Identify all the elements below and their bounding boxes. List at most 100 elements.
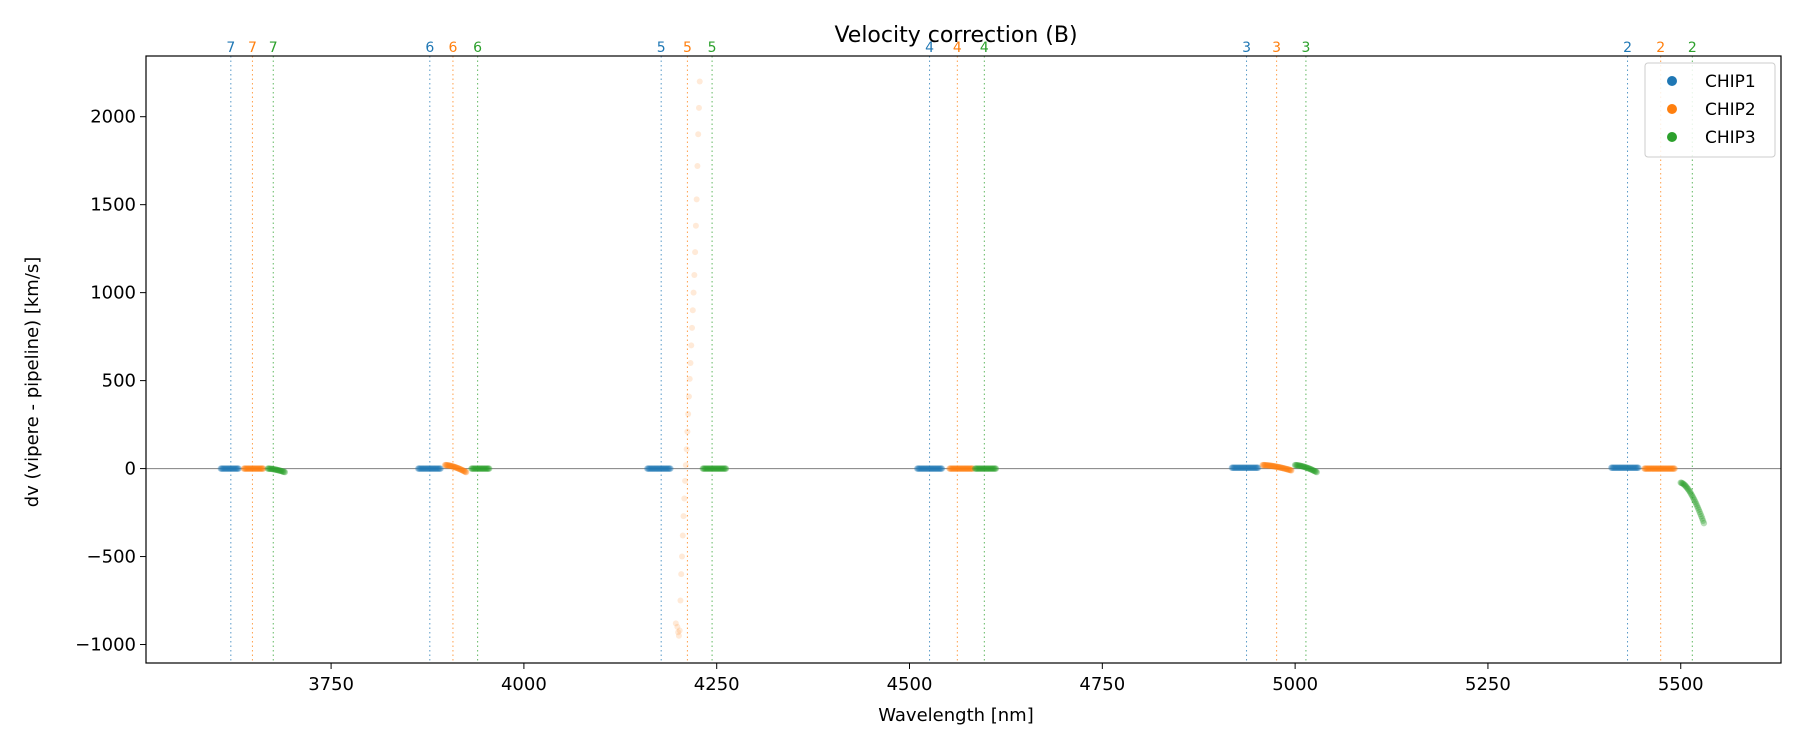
data-point xyxy=(455,465,462,472)
data-point xyxy=(1310,467,1318,475)
data-point xyxy=(964,465,971,472)
data-point xyxy=(1649,465,1656,472)
data-point xyxy=(447,462,454,470)
data-point xyxy=(687,360,694,367)
data-point xyxy=(1653,465,1660,472)
data-point xyxy=(1682,483,1690,490)
data-point xyxy=(276,467,283,474)
data-point xyxy=(432,465,439,472)
data-point xyxy=(682,462,689,469)
data-point xyxy=(1623,464,1630,471)
order-marker-label: 6 xyxy=(473,40,482,56)
order-marker-label: 6 xyxy=(425,40,434,56)
data-point xyxy=(442,461,449,469)
data-point xyxy=(718,465,725,472)
data-point xyxy=(973,465,981,472)
data-point xyxy=(273,466,281,474)
data-point xyxy=(1271,463,1279,470)
data-point xyxy=(1666,465,1673,472)
order-marker-label: 3 xyxy=(1272,40,1281,56)
data-point xyxy=(481,465,489,472)
data-point xyxy=(980,465,987,472)
data-point xyxy=(919,465,927,472)
data-point xyxy=(990,465,998,472)
legend-marker xyxy=(1667,76,1677,86)
data-point xyxy=(1294,462,1301,469)
data-point xyxy=(1619,464,1627,471)
data-point xyxy=(921,465,929,472)
data-point xyxy=(1628,464,1635,471)
data-point xyxy=(1231,464,1238,471)
order-marker-label: 6 xyxy=(448,40,457,56)
data-point xyxy=(1614,464,1621,471)
data-point xyxy=(716,465,724,472)
data-point xyxy=(1278,464,1285,472)
data-point xyxy=(695,104,702,111)
legend-label: CHIP2 xyxy=(1705,100,1756,120)
data-point xyxy=(452,464,459,471)
data-point xyxy=(235,465,242,472)
data-point xyxy=(249,465,256,472)
order-marker-label: 5 xyxy=(683,40,692,56)
data-point xyxy=(1659,465,1666,472)
data-point xyxy=(1618,464,1625,471)
data-point xyxy=(248,465,255,472)
data-point xyxy=(1253,464,1260,471)
data-point xyxy=(1662,465,1670,472)
data-point xyxy=(1677,479,1684,486)
data-point xyxy=(692,222,699,229)
data-point xyxy=(711,465,719,472)
data-point xyxy=(1661,465,1669,472)
data-point xyxy=(253,465,260,472)
data-point xyxy=(917,465,924,472)
data-point xyxy=(937,465,945,472)
y-tick-label: −500 xyxy=(87,547,136,568)
data-point xyxy=(1286,466,1293,474)
data-point xyxy=(1693,502,1701,509)
x-tick-label: 4750 xyxy=(1079,674,1125,695)
data-point xyxy=(1283,465,1291,473)
data-point xyxy=(714,465,721,472)
data-point xyxy=(1308,466,1315,473)
data-point xyxy=(950,465,958,472)
data-point xyxy=(1240,464,1247,471)
data-point xyxy=(471,465,479,472)
data-point xyxy=(1652,465,1659,472)
x-tick-label: 5500 xyxy=(1658,674,1704,695)
data-point xyxy=(715,465,723,472)
data-point xyxy=(656,465,663,472)
data-point xyxy=(1629,464,1636,471)
data-point xyxy=(1608,464,1615,471)
data-point xyxy=(1692,498,1699,506)
data-point xyxy=(1612,464,1619,471)
data-point xyxy=(678,571,685,578)
data-point xyxy=(972,465,980,472)
data-point xyxy=(1698,515,1706,522)
data-point xyxy=(919,465,926,472)
data-point xyxy=(254,465,261,472)
data-point xyxy=(1668,465,1676,472)
data-point xyxy=(1282,465,1290,473)
data-point xyxy=(1297,462,1304,469)
data-point xyxy=(1269,462,1277,470)
data-point xyxy=(448,463,456,470)
order-marker-label: 7 xyxy=(248,40,257,56)
data-point xyxy=(426,465,433,472)
data-point xyxy=(1621,464,1629,471)
data-point xyxy=(255,465,263,472)
data-point xyxy=(1245,464,1253,471)
data-point xyxy=(1234,464,1242,471)
data-point xyxy=(1692,500,1700,508)
order-marker-label: 5 xyxy=(708,40,717,56)
data-point xyxy=(660,465,667,472)
data-point xyxy=(1667,465,1675,472)
data-point xyxy=(1647,465,1654,472)
data-point xyxy=(1243,464,1251,471)
data-point xyxy=(1616,464,1623,471)
data-point xyxy=(981,465,988,472)
data-point xyxy=(986,465,994,472)
data-point xyxy=(250,465,258,472)
data-point xyxy=(992,465,1000,472)
data-point xyxy=(960,465,967,472)
